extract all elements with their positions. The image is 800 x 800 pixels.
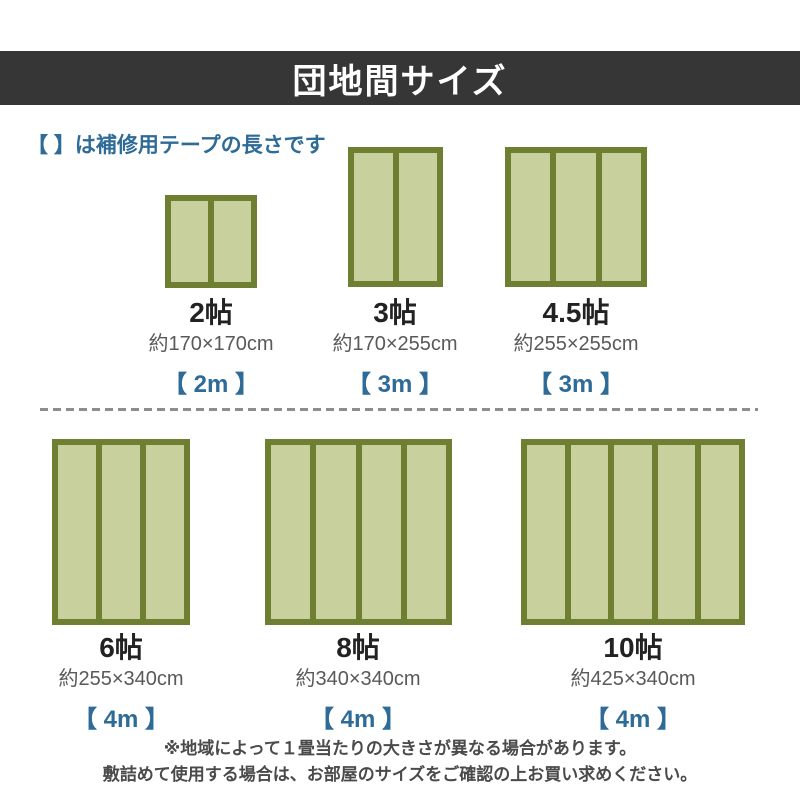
tatami-illustration-3jo xyxy=(348,147,443,287)
mat-dimensions: 約340×340cm xyxy=(295,667,421,690)
header-banner: 団地間サイズ xyxy=(0,51,800,105)
page-title: 団地間サイズ xyxy=(292,62,508,101)
mat-size-title: 10帖 xyxy=(603,632,663,663)
tatami-panel xyxy=(58,445,96,619)
mat-labels-3jo: 3帖 約170×255cm 【 3m 】 xyxy=(275,296,515,399)
mat-size-title: 2帖 xyxy=(189,297,233,328)
tatami-illustration-6jo xyxy=(52,439,190,625)
mat-labels-10jo: 10帖 約425×340cm 【 4m 】 xyxy=(513,631,753,734)
tatami-panel xyxy=(657,445,696,619)
tatami-panel xyxy=(701,445,739,619)
tatami-panel xyxy=(614,445,652,619)
tatami-panel xyxy=(316,445,356,619)
mat-tape-length: 【 4m 】 xyxy=(584,705,682,733)
mat-labels-8jo: 8帖 約340×340cm 【 4m 】 xyxy=(238,631,478,734)
tatami-panel xyxy=(171,201,208,282)
mat-dimensions: 約170×255cm xyxy=(332,332,458,355)
footer-note-line1: ※地域によって１畳当たりの大きさが異なる場合があります。 xyxy=(163,739,637,758)
tatami-panel xyxy=(214,201,251,282)
tatami-illustration-8jo xyxy=(265,439,452,625)
tatami-panel xyxy=(354,153,393,281)
mat-tape-length: 【 4m 】 xyxy=(72,705,170,733)
dashed-divider xyxy=(40,408,758,411)
mat-size-title: 6帖 xyxy=(99,632,143,663)
mat-labels-6jo: 6帖 約255×340cm 【 4m 】 xyxy=(1,631,241,734)
tatami-illustration-2jo xyxy=(165,195,257,288)
tatami-panel xyxy=(527,445,565,619)
mat-size-title: 4.5帖 xyxy=(542,297,610,328)
tatami-panel xyxy=(361,445,401,619)
mat-tape-length: 【 3m 】 xyxy=(346,370,444,398)
tatami-panel xyxy=(570,445,609,619)
mat-tape-length: 【 4m 】 xyxy=(309,705,407,733)
tatami-panel xyxy=(601,153,641,281)
tatami-illustration-4-5jo xyxy=(505,147,647,287)
mat-dimensions: 約425×340cm xyxy=(570,667,696,690)
tatami-panel xyxy=(102,445,140,619)
mat-labels-2jo: 2帖 約170×170cm 【 2m 】 xyxy=(91,296,331,399)
tatami-panel xyxy=(556,153,596,281)
tatami-panel xyxy=(511,153,551,281)
footer-notes: ※地域によって１畳当たりの大きさが異なる場合があります。 敷詰めて使用する場合は… xyxy=(0,736,800,788)
mat-tape-length: 【 3m 】 xyxy=(527,370,625,398)
mat-dimensions: 約255×255cm xyxy=(513,332,639,355)
mat-dimensions: 約255×340cm xyxy=(58,667,184,690)
footer-note-line2: 敷詰めて使用する場合は、お部屋のサイズをご確認の上お買い求めください。 xyxy=(102,765,698,784)
tatami-illustration-10jo xyxy=(521,439,745,625)
mat-labels-4-5jo: 4.5帖 約255×255cm 【 3m 】 xyxy=(456,296,696,399)
tape-length-note: 【 】は補修用テープの長さです xyxy=(27,134,326,157)
mat-dimensions: 約170×170cm xyxy=(148,332,274,355)
tatami-panel xyxy=(271,445,311,619)
tatami-panel xyxy=(146,445,184,619)
mat-size-title: 8帖 xyxy=(336,632,380,663)
tatami-panel xyxy=(398,153,437,281)
tatami-panel xyxy=(406,445,446,619)
mat-size-title: 3帖 xyxy=(373,297,417,328)
mat-tape-length: 【 2m 】 xyxy=(162,370,260,398)
